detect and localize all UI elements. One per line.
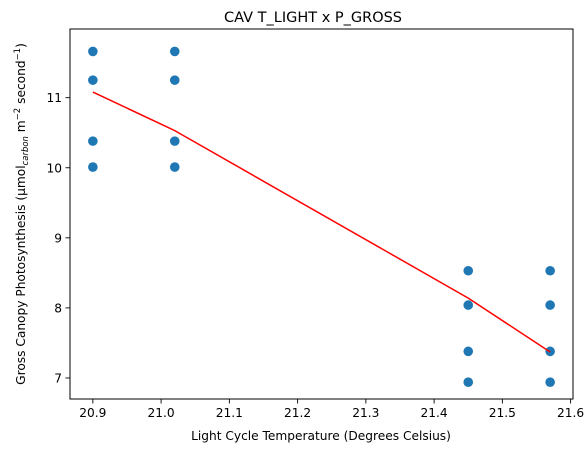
scatter-point-8 — [463, 265, 474, 276]
scatter-point-1 — [88, 75, 98, 85]
plot-area — [88, 46, 555, 387]
y-tick-label-3: 10 — [46, 161, 62, 175]
y-tick-label-0: 7 — [54, 371, 62, 385]
x-tick-label-0: 20.9 — [79, 406, 106, 420]
x-tick-label-4: 21.3 — [352, 406, 379, 420]
y-axis-label-sup1: −2 — [13, 108, 23, 121]
y-tick-label-2: 9 — [54, 231, 62, 245]
axes-frame — [69, 28, 574, 400]
scatter-point-2 — [88, 136, 98, 146]
scatter-point-7 — [169, 162, 180, 172]
scatter-point-9 — [463, 300, 474, 310]
x-tick-label-3: 21.2 — [284, 406, 311, 420]
x-axis: 20.9 21.0 21.1 21.2 21.3 21.4 21.5 21.6 — [79, 399, 584, 420]
scatter-point-6 — [169, 136, 180, 146]
y-axis-label-subscript: carbon — [21, 136, 31, 165]
y-tick-label-4: 11 — [46, 91, 62, 105]
scatter-point-15 — [545, 377, 555, 387]
x-axis-label: Light Cycle Temperature (Degrees Celsius… — [191, 429, 451, 443]
y-tick-label-1: 8 — [54, 301, 62, 315]
y-axis: 7 8 9 10 11 — [46, 91, 70, 385]
y-axis-label-suffix: ) — [14, 43, 28, 48]
x-tick-label-2: 21.1 — [216, 406, 243, 420]
chart-title: CAV T_LIGHT x P_GROSS — [224, 10, 402, 26]
scatter-point-0 — [88, 46, 98, 57]
scatter-point-13 — [545, 300, 555, 310]
scatter-point-4 — [169, 46, 180, 57]
scatter-point-10 — [463, 346, 474, 357]
y-axis-label: Gross Canopy Photosynthesis (μmolcarbon … — [13, 43, 31, 385]
y-axis-label-middle2: second — [14, 60, 28, 107]
regression-line — [92, 91, 551, 353]
x-tick-label-5: 21.4 — [421, 406, 448, 420]
y-axis-label-middle: m — [14, 120, 28, 136]
scatter-point-12 — [545, 265, 555, 276]
y-axis-label-prefix: Gross Canopy Photosynthesis (μmol — [14, 165, 28, 384]
y-axis-label-sup2: −1 — [13, 48, 23, 61]
scatter-point-3 — [88, 162, 98, 172]
scatter-point-5 — [169, 75, 180, 85]
x-tick-label-1: 21.0 — [148, 406, 175, 420]
x-tick-label-6: 21.5 — [489, 406, 516, 420]
x-tick-label-7: 21.6 — [557, 406, 584, 420]
scatter-point-11 — [463, 377, 474, 387]
